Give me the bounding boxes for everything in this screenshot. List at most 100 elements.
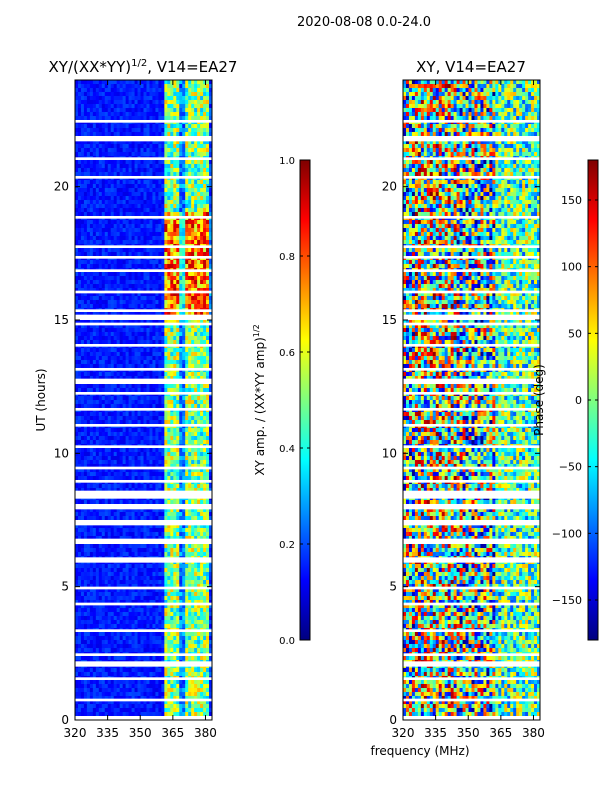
flagged-band bbox=[75, 504, 212, 510]
left-panel: XY/(XX*YY)1/2, V14=EA27 320 335 350 365 380 0… bbox=[34, 58, 237, 740]
flagged-band bbox=[75, 344, 212, 347]
flagged-band bbox=[75, 408, 212, 411]
colorbar-tick-label: −100 bbox=[552, 527, 582, 540]
figure-suptitle: 2020-08-08 0.0-24.0 bbox=[297, 15, 431, 30]
y-tick-label: 5 bbox=[389, 580, 397, 594]
flagged-band bbox=[403, 602, 540, 606]
flagged-band bbox=[75, 245, 212, 248]
left-axis-ticks: 320 335 350 365 380 0 5 10 15 20 bbox=[54, 80, 217, 740]
colorbar-tick-label: −50 bbox=[559, 461, 582, 474]
colorbar-tick-label: 0.4 bbox=[279, 444, 295, 455]
flagged-band bbox=[75, 557, 212, 563]
flagged-band bbox=[403, 445, 540, 448]
y-tick-label: 10 bbox=[382, 446, 397, 460]
flagged-band bbox=[75, 629, 212, 632]
flagged-band bbox=[403, 269, 540, 272]
x-tick-label: 365 bbox=[161, 726, 184, 740]
y-tick-label: 15 bbox=[54, 313, 69, 327]
colorbar-tick-label: 0.2 bbox=[279, 540, 295, 551]
flagged-band bbox=[403, 245, 540, 248]
y-tick-label: 0 bbox=[61, 713, 69, 727]
flagged-band bbox=[75, 538, 212, 544]
flagged-band bbox=[403, 309, 540, 312]
flagged-band bbox=[403, 698, 540, 702]
x-tick-label: 320 bbox=[392, 726, 415, 740]
flagged-band bbox=[403, 466, 540, 470]
flagged-band bbox=[403, 629, 540, 632]
flagged-band bbox=[403, 586, 540, 590]
flagged-band bbox=[75, 480, 212, 483]
right-panel: XY, V14=EA27 320 335 350 365 380 0 5 10 15 20 bbox=[382, 58, 545, 740]
flagged-band bbox=[403, 157, 540, 160]
flagged-band bbox=[75, 677, 212, 680]
flagged-band bbox=[75, 256, 212, 259]
flagged-band bbox=[75, 716, 212, 720]
flagged-band bbox=[403, 557, 540, 563]
left-colorbar-bar bbox=[299, 159, 311, 641]
shared-x-axis-label: frequency (MHz) bbox=[370, 744, 469, 758]
x-tick-label: 365 bbox=[489, 726, 512, 740]
flagged-band bbox=[75, 424, 212, 427]
flagged-band bbox=[75, 314, 212, 320]
flagged-band bbox=[75, 490, 212, 499]
flagged-band bbox=[403, 504, 540, 510]
flagged-band bbox=[403, 314, 540, 320]
colorbar-tick-label: 0.0 bbox=[279, 636, 295, 647]
flagged-band bbox=[403, 256, 540, 259]
colorbar-tick-label: 0.6 bbox=[279, 348, 295, 359]
flagged-band bbox=[403, 716, 540, 720]
x-tick-label: 380 bbox=[194, 726, 217, 740]
flagged-band bbox=[75, 290, 212, 294]
y-tick-label: 10 bbox=[54, 446, 69, 460]
flagged-band bbox=[403, 520, 540, 526]
y-tick-label: 0 bbox=[389, 713, 397, 727]
left-axes-frame bbox=[74, 79, 213, 721]
flagged-band bbox=[75, 157, 212, 160]
y-tick-label: 20 bbox=[54, 180, 69, 194]
flagged-band bbox=[403, 653, 540, 656]
flagged-band bbox=[75, 120, 212, 123]
flagged-band bbox=[403, 216, 540, 219]
right-axis-ticks: 320 335 350 365 380 0 5 10 15 20 bbox=[382, 80, 545, 740]
flagged-band bbox=[403, 322, 540, 326]
colorbar-tick-label: 1.0 bbox=[279, 156, 295, 167]
left-colorbar-ticks: 0.0 0.2 0.4 0.6 0.8 1.0 bbox=[279, 156, 310, 647]
left-colorbar-label: XY amp. / (XX*YY amp)1/2 bbox=[252, 324, 267, 475]
x-tick-label: 335 bbox=[96, 726, 119, 740]
flagged-band bbox=[75, 661, 212, 667]
flagged-band bbox=[75, 698, 212, 702]
colorbar-tick-label: 100 bbox=[561, 261, 582, 274]
flagged-band bbox=[75, 136, 212, 142]
flagged-band bbox=[403, 378, 540, 384]
left-colorbar: 0.0 0.2 0.4 0.6 0.8 1.0 XY amp. / (XX*YY amp)… bbox=[252, 156, 311, 647]
flagged-band bbox=[75, 602, 212, 606]
y-tick-label: 20 bbox=[382, 180, 397, 194]
right-colorbar: −150 −100 −50 0 50 100 150 Phase (deg) bbox=[532, 159, 599, 641]
left-y-axis-label: UT (hours) bbox=[34, 368, 48, 431]
flagged-band bbox=[403, 344, 540, 347]
flagged-band bbox=[403, 480, 540, 483]
flagged-band bbox=[403, 368, 540, 371]
flagged-band bbox=[75, 445, 212, 448]
right-colorbar-ticks: −150 −100 −50 0 50 100 150 bbox=[552, 194, 598, 607]
colorbar-tick-label: 0 bbox=[575, 394, 582, 407]
flagged-band bbox=[75, 466, 212, 470]
flagged-band bbox=[403, 120, 540, 123]
colorbar-tick-label: 150 bbox=[561, 194, 582, 207]
colorbar-tick-label: 50 bbox=[568, 327, 582, 340]
flagged-band bbox=[75, 216, 212, 219]
flagged-band bbox=[403, 424, 540, 427]
flagged-band bbox=[75, 520, 212, 526]
flagged-band bbox=[75, 653, 212, 656]
left-panel-title: XY/(XX*YY)1/2, V14=EA27 bbox=[49, 58, 238, 76]
x-tick-label: 320 bbox=[64, 726, 87, 740]
flagged-band bbox=[403, 290, 540, 294]
x-tick-label: 350 bbox=[129, 726, 152, 740]
flagged-band bbox=[75, 269, 212, 272]
left-heatmap bbox=[75, 80, 212, 720]
right-colorbar-label: Phase (deg) bbox=[532, 364, 546, 436]
flagged-band bbox=[403, 136, 540, 142]
flagged-band bbox=[403, 677, 540, 680]
flagged-band bbox=[403, 176, 540, 179]
